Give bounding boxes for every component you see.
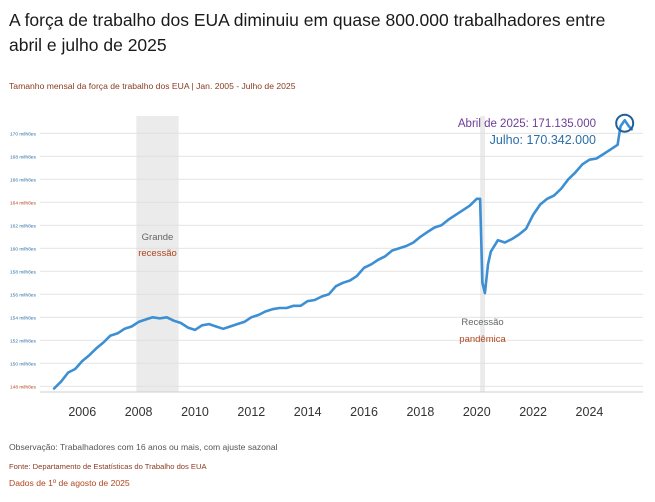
y-tick-label-162: 162 milhões (10, 223, 36, 229)
line-chart: 148 milhões 150 milhões 152 milhões 154 mil… (10, 113, 643, 419)
annotation-july: Julho: 170.342.000 (490, 133, 596, 147)
x-tick-label-2022: 2022 (519, 405, 547, 419)
y-tick-label-156: 156 milhões (10, 292, 36, 298)
chart-title: A força de trabalho dos EUA diminuiu em … (9, 10, 606, 55)
x-tick-label-2010: 2010 (181, 405, 209, 419)
x-tick-label-2008: 2008 (125, 405, 153, 419)
y-tick-label-148: 148 milhões (10, 384, 36, 390)
x-tick-label-2012: 2012 (237, 405, 265, 419)
chart-subtitle: Tamanho mensal da força de trabalho dos … (9, 81, 296, 91)
y-tick-label-168: 168 milhões (10, 154, 36, 160)
y-tick-label-154: 154 milhões (10, 315, 36, 321)
x-tick-label-2014: 2014 (294, 405, 322, 419)
peak-highlight-circle (615, 113, 635, 133)
labor-force-series-line (52, 118, 633, 390)
x-tick-label-2024: 2024 (576, 405, 604, 419)
y-tick-label-160: 160 milhões (10, 246, 36, 252)
y-tick-label-170: 170 milhões (10, 131, 36, 137)
y-tick-label-158: 158 milhões (10, 269, 36, 275)
y-tick-label-166: 166 milhões (10, 177, 36, 183)
y-tick-label-150: 150 milhões (10, 361, 36, 367)
chart-source: Fonte: Departamento de Estatísticas do T… (9, 462, 207, 471)
x-tick-label-2018: 2018 (406, 405, 434, 419)
great-recession-label-2: recessão (138, 248, 177, 259)
x-tick-label-2016: 2016 (350, 405, 378, 419)
data-date: Dados de 1º de agosto de 2025 (9, 478, 130, 488)
pandemic-recession-label-1: Recessão (461, 317, 503, 328)
pandemic-recession-label-2: pandêmica (459, 334, 506, 345)
x-tick-label-2020: 2020 (463, 405, 491, 419)
recession-shade-1 (136, 116, 179, 392)
x-tick-label-2006: 2006 (68, 405, 96, 419)
chart-note: Observação: Trabalhadores com 16 anos ou… (9, 442, 278, 452)
great-recession-label-1: Grande (142, 232, 174, 243)
annotation-april: Abril de 2025: 171.135.000 (458, 118, 596, 130)
y-tick-label-152: 152 milhões (10, 338, 36, 344)
y-tick-label-164: 164 milhões (10, 200, 36, 206)
